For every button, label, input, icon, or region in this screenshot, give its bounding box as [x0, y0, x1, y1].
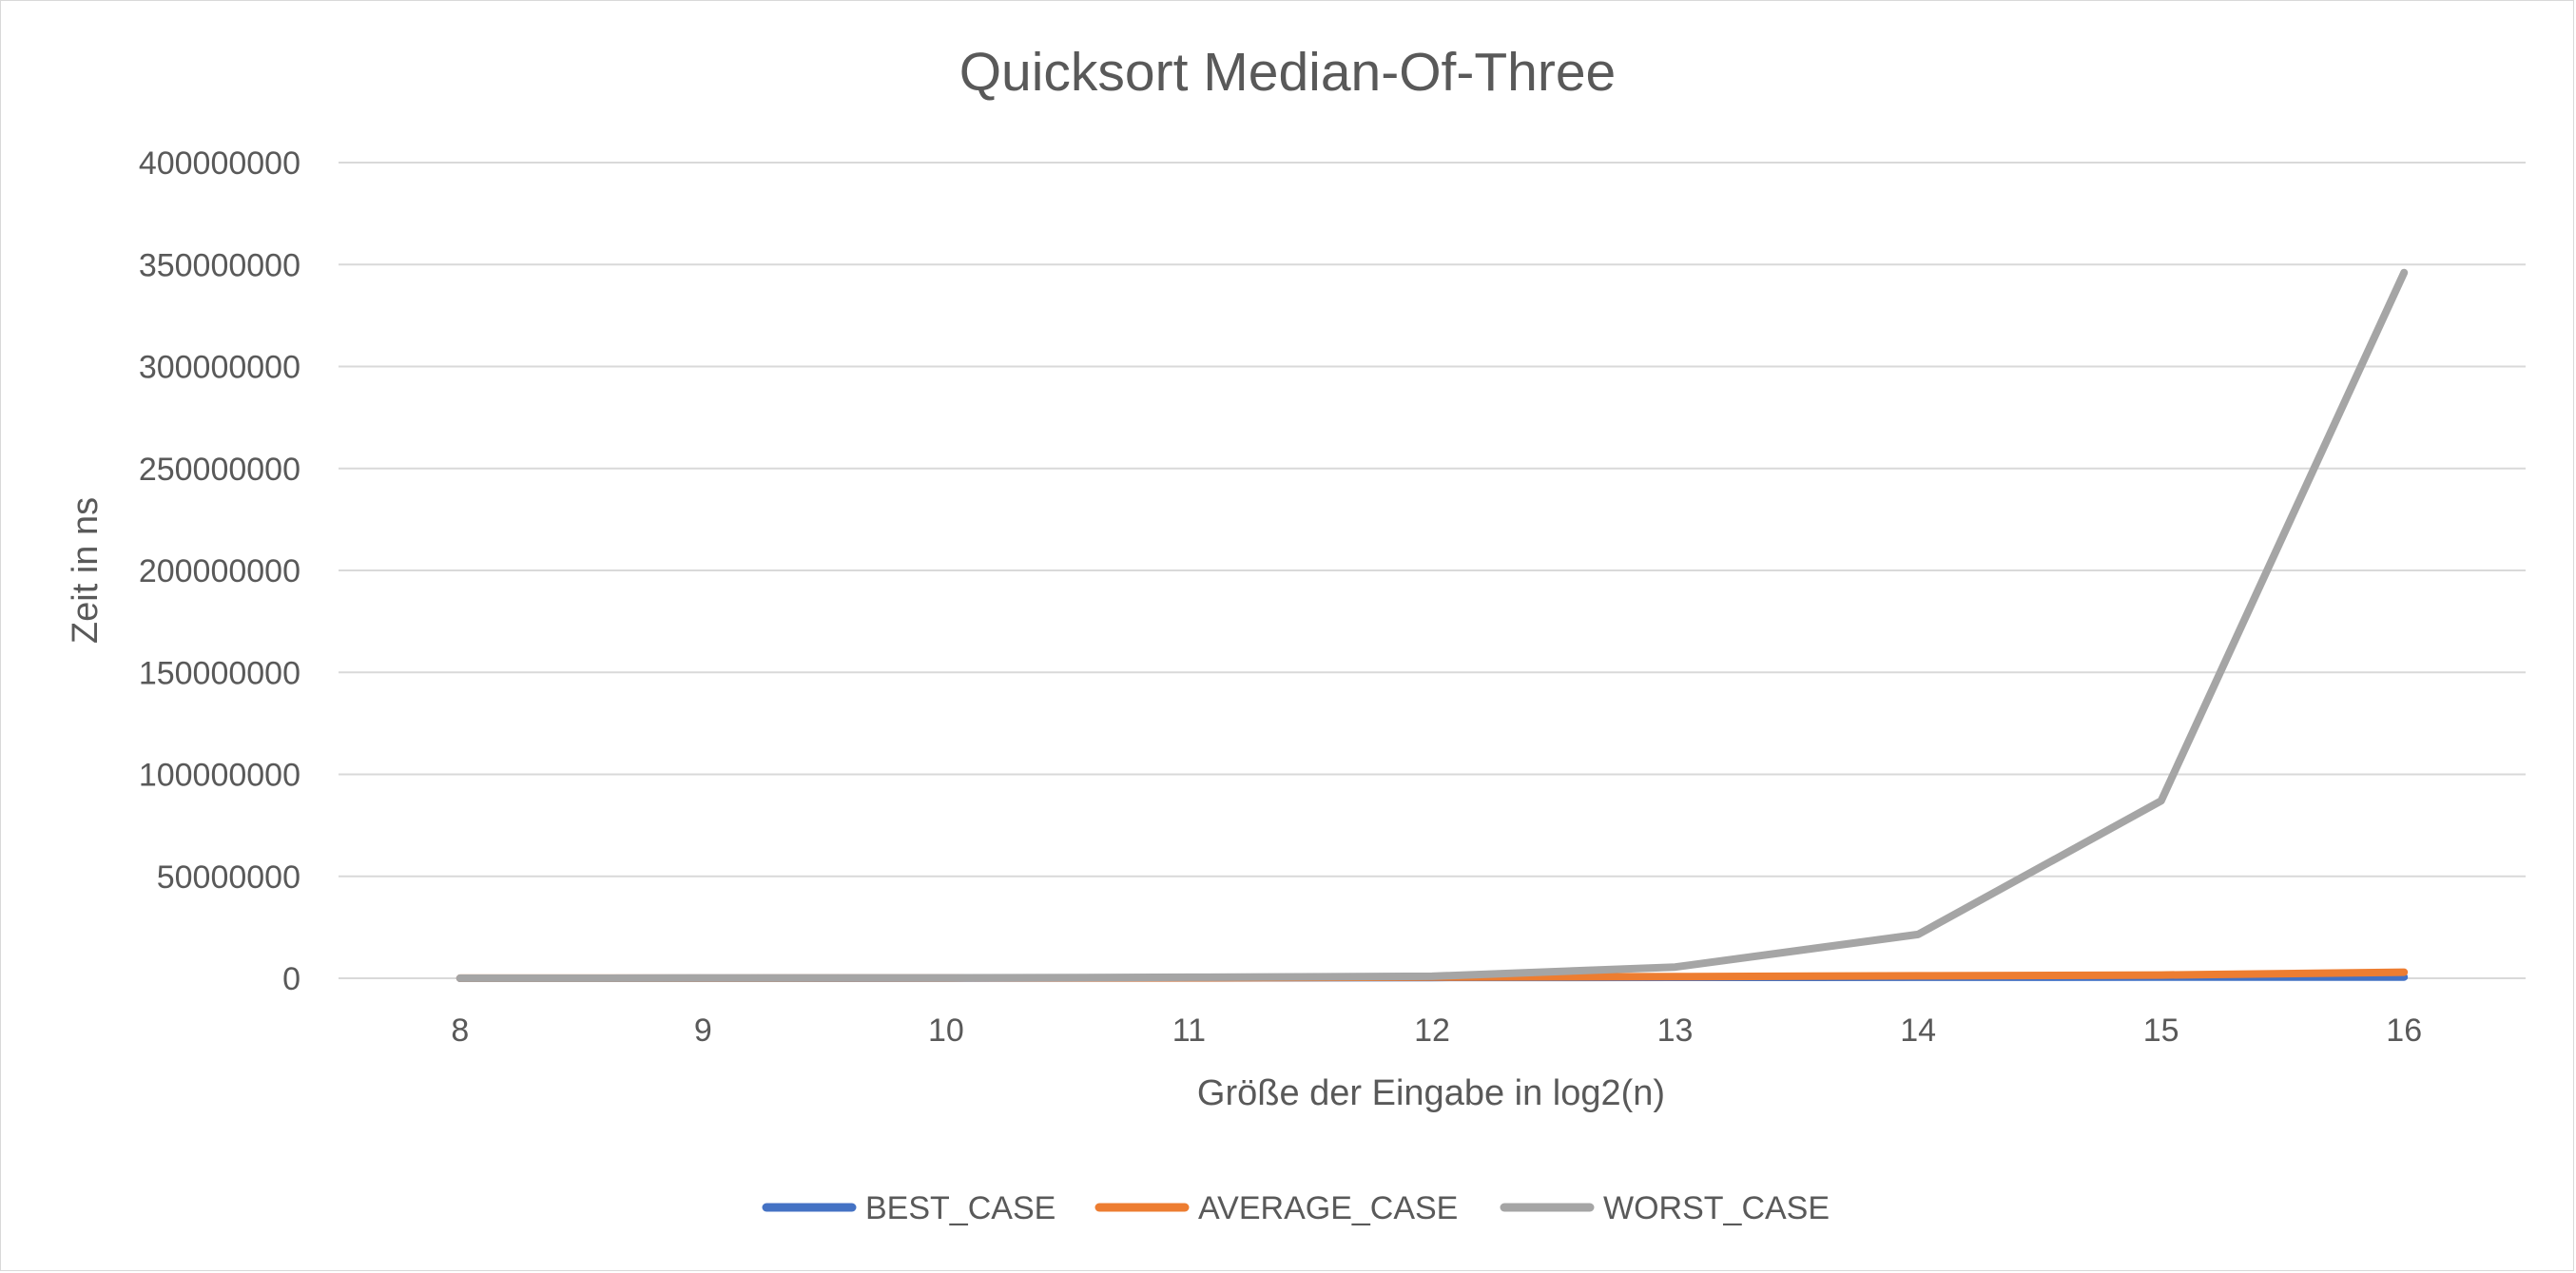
x-axis-title: Größe der Eingabe in log2(n) [1197, 1073, 1665, 1113]
x-tick-label: 11 [1172, 1013, 1206, 1049]
x-axis-tick-labels: 8 9 10 11 12 13 14 15 16 [451, 1013, 2422, 1049]
x-tick-label: 14 [1900, 1013, 1936, 1049]
plot-series [455, 268, 2409, 982]
x-tick-label: 15 [2143, 1013, 2179, 1049]
legend: BEST_CASE AVERAGE_CASE WORST_CASE [762, 1190, 1830, 1226]
y-tick-label: 0 [282, 961, 300, 997]
y-tick-label: 250000000 [139, 452, 300, 488]
series-line-worst-case [455, 268, 2409, 982]
x-tick-label: 13 [1657, 1013, 1694, 1049]
legend-label: AVERAGE_CASE [1198, 1190, 1458, 1226]
y-axis-tick-labels: 0 50000000 100000000 150000000 200000000 2500… [139, 145, 300, 997]
y-tick-label: 300000000 [139, 350, 300, 386]
y-tick-label: 150000000 [139, 655, 300, 691]
legend-label: WORST_CASE [1603, 1190, 1830, 1226]
x-tick-label: 10 [928, 1013, 964, 1049]
y-tick-label: 400000000 [139, 145, 300, 182]
y-tick-label: 50000000 [157, 859, 300, 896]
x-tick-label: 16 [2386, 1013, 2422, 1049]
legend-label: BEST_CASE [865, 1190, 1056, 1226]
gridlines [339, 162, 2526, 979]
y-tick-label: 350000000 [139, 247, 300, 283]
y-tick-label: 100000000 [139, 758, 300, 794]
x-tick-label: 8 [451, 1013, 469, 1049]
y-tick-label: 200000000 [139, 553, 300, 589]
chart-title: Quicksort Median-Of-Three [959, 42, 1617, 103]
x-tick-label: 12 [1414, 1013, 1450, 1049]
y-axis-title: Zeit in ns [66, 497, 106, 644]
x-tick-label: 9 [694, 1013, 712, 1049]
